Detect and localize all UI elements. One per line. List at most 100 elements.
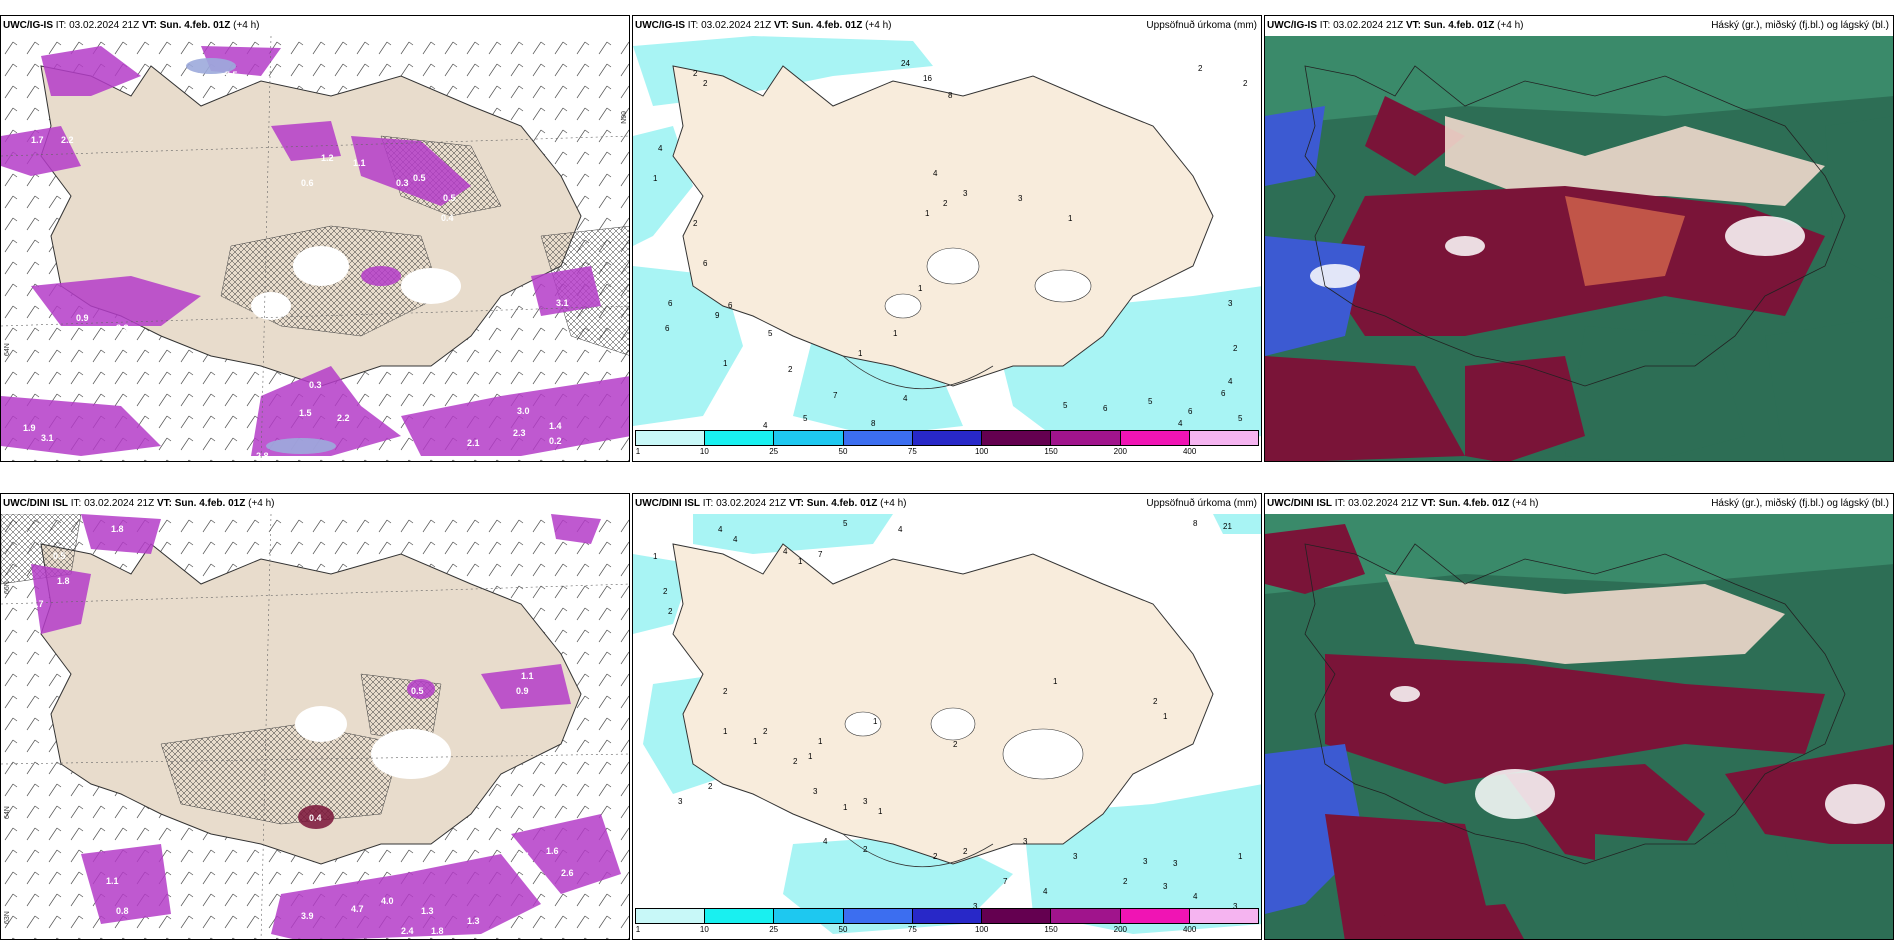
- precip-label: 1.7: [516, 851, 529, 861]
- valid-time: Sun. 4.feb. 01Z: [1423, 20, 1495, 31]
- precip-label: 3.1: [556, 298, 569, 308]
- legend-tick-label: 25: [769, 447, 779, 456]
- accum-label: 2: [693, 69, 698, 78]
- map-cloud-bottom: [1265, 514, 1893, 939]
- accum-label: 16: [923, 74, 932, 83]
- accum-label: 3: [813, 787, 818, 796]
- accum-label: 2: [963, 847, 968, 856]
- lead-time: (+4 h): [880, 498, 907, 509]
- precip-label: 1.8: [431, 926, 444, 936]
- precip-label: 0.5: [443, 193, 456, 203]
- legend-tick-label: 75: [907, 925, 917, 934]
- accum-label: 2: [788, 365, 793, 374]
- accum-label: 8: [948, 91, 953, 100]
- accum-label: 2: [933, 852, 938, 861]
- precip-label: 1.7: [31, 599, 44, 609]
- legend-swatch: [1120, 431, 1190, 445]
- field-title: Uppsöfnuð úrkoma (mm): [1146, 498, 1257, 509]
- accum-label: 3: [1233, 902, 1238, 911]
- precip-label: 1.4: [549, 421, 562, 431]
- valid-time: Sun. 4.feb. 01Z: [174, 498, 246, 509]
- precip-label: 0.3: [309, 380, 322, 390]
- accum-label: 4: [718, 525, 723, 534]
- legend-tick-label: 100: [974, 447, 989, 456]
- precip-label: 1.8: [57, 576, 70, 586]
- map-wind-bottom: 66N 64N 63N 1.8 0.5 1.8 1.7 0.5 1.1 0.9 …: [1, 514, 629, 939]
- legend-tick-label: 150: [1044, 447, 1058, 456]
- field-title: Háský (gr.), miðský (fj.bl.) og lágský (…: [1711, 20, 1889, 31]
- panel-cloud-bottom: UWC/DINI ISL IT: 03.02.2024 21Z VT: Sun.…: [1264, 493, 1894, 940]
- accum-label: 6: [1188, 407, 1193, 416]
- accum-label: 1: [925, 209, 930, 218]
- legend-swatch: [1189, 431, 1258, 445]
- legend-swatch: [636, 909, 706, 923]
- accum-label: 5: [768, 329, 773, 338]
- init-time: 03.02.2024 21Z: [716, 498, 787, 509]
- legend-swatch: [1120, 909, 1190, 923]
- accum-label: 7: [833, 391, 838, 400]
- init-time: 03.02.2024 21Z: [69, 20, 140, 31]
- accum-label: 3: [1073, 852, 1078, 861]
- legend-swatch: [912, 431, 983, 445]
- panel-header: UWC/IG-IS IT: 03.02.2024 21Z VT: Sun. 4.…: [1265, 16, 1893, 36]
- vt-label: VT:: [773, 20, 789, 31]
- init-time: 03.02.2024 21Z: [701, 20, 772, 31]
- precip-label: 0.6: [301, 178, 314, 188]
- accum-label: 1: [1053, 677, 1058, 686]
- it-label: IT:: [1334, 498, 1346, 509]
- legend-tick-label: 200: [1113, 447, 1128, 456]
- panel-header: UWC/DINI ISL IT: 03.02.2024 21Z VT: Sun.…: [1265, 494, 1893, 514]
- accum-label: 4: [1178, 419, 1183, 428]
- accum-label: 9: [715, 311, 720, 320]
- legend-swatch: [912, 909, 983, 923]
- accum-label: 1: [843, 803, 848, 812]
- map-accum-bottom: 4 4 5 4 4 1 7 1 2 2 8 21 2 1 1 2 2 1 1 1: [633, 514, 1261, 939]
- accum-label: 2: [703, 79, 708, 88]
- precip-label: 0.5: [411, 686, 424, 696]
- init-time: 03.02.2024 21Z: [84, 498, 155, 509]
- accum-label: 6: [1221, 389, 1226, 398]
- precip-label: 2.2: [337, 413, 350, 423]
- accum-label: 2: [1153, 697, 1158, 706]
- accum-label: 5: [803, 414, 808, 423]
- accum-label: 1: [1163, 712, 1168, 721]
- legend-tick-label: 400: [1182, 447, 1197, 456]
- accum-label: 2: [1198, 64, 1203, 73]
- legend-tick-label: 75: [907, 447, 917, 456]
- accum-label: 5: [1238, 414, 1243, 423]
- accum-label: 1: [723, 359, 728, 368]
- valid-time: Sun. 4.feb. 01Z: [791, 20, 863, 31]
- legend-swatch: [636, 431, 706, 445]
- accum-label: 5: [1148, 397, 1153, 406]
- precip-color-legend: 1 10 25 50 75 100 150 200 400: [635, 430, 1259, 460]
- panel-wind-top: UWC/IG-IS IT: 03.02.2024 21Z VT: Sun. 4.…: [0, 15, 630, 462]
- accum-label: 2: [693, 219, 698, 228]
- it-label: IT:: [1319, 20, 1331, 31]
- accum-label: 2: [1243, 79, 1248, 88]
- precip-label: 3.9: [301, 911, 314, 921]
- legend-swatch: [705, 431, 775, 445]
- accum-label: 7: [818, 550, 823, 559]
- legend-tick-label: 150: [1044, 925, 1058, 934]
- legend-swatch: [1189, 909, 1258, 923]
- init-time: 03.02.2024 21Z: [1348, 498, 1419, 509]
- precip-label: 1.3: [467, 916, 480, 926]
- vt-label: VT:: [1420, 498, 1436, 509]
- accum-label: 1: [723, 727, 728, 736]
- accum-label: 8: [1193, 519, 1198, 528]
- precip-label: 0.4: [441, 213, 454, 223]
- model-name: UWC/IG-IS: [3, 20, 53, 31]
- panel-cloud-top: UWC/IG-IS IT: 03.02.2024 21Z VT: Sun. 4.…: [1264, 15, 1894, 462]
- precip-label: 3.0: [517, 406, 530, 416]
- lead-time: (+4 h): [865, 20, 892, 31]
- lat-label-63n: 63N: [4, 911, 11, 924]
- precip-label: 1.8: [111, 524, 124, 534]
- precip-label: 0.2: [549, 436, 562, 446]
- vt-label: VT:: [156, 498, 172, 509]
- accum-label: 4: [898, 525, 903, 534]
- precip-label: 0.3: [396, 178, 409, 188]
- legend-swatch: [843, 909, 913, 923]
- lat-label-66n: 66N: [4, 581, 11, 594]
- accum-label: 3: [1173, 859, 1178, 868]
- accum-label: 4: [823, 837, 828, 846]
